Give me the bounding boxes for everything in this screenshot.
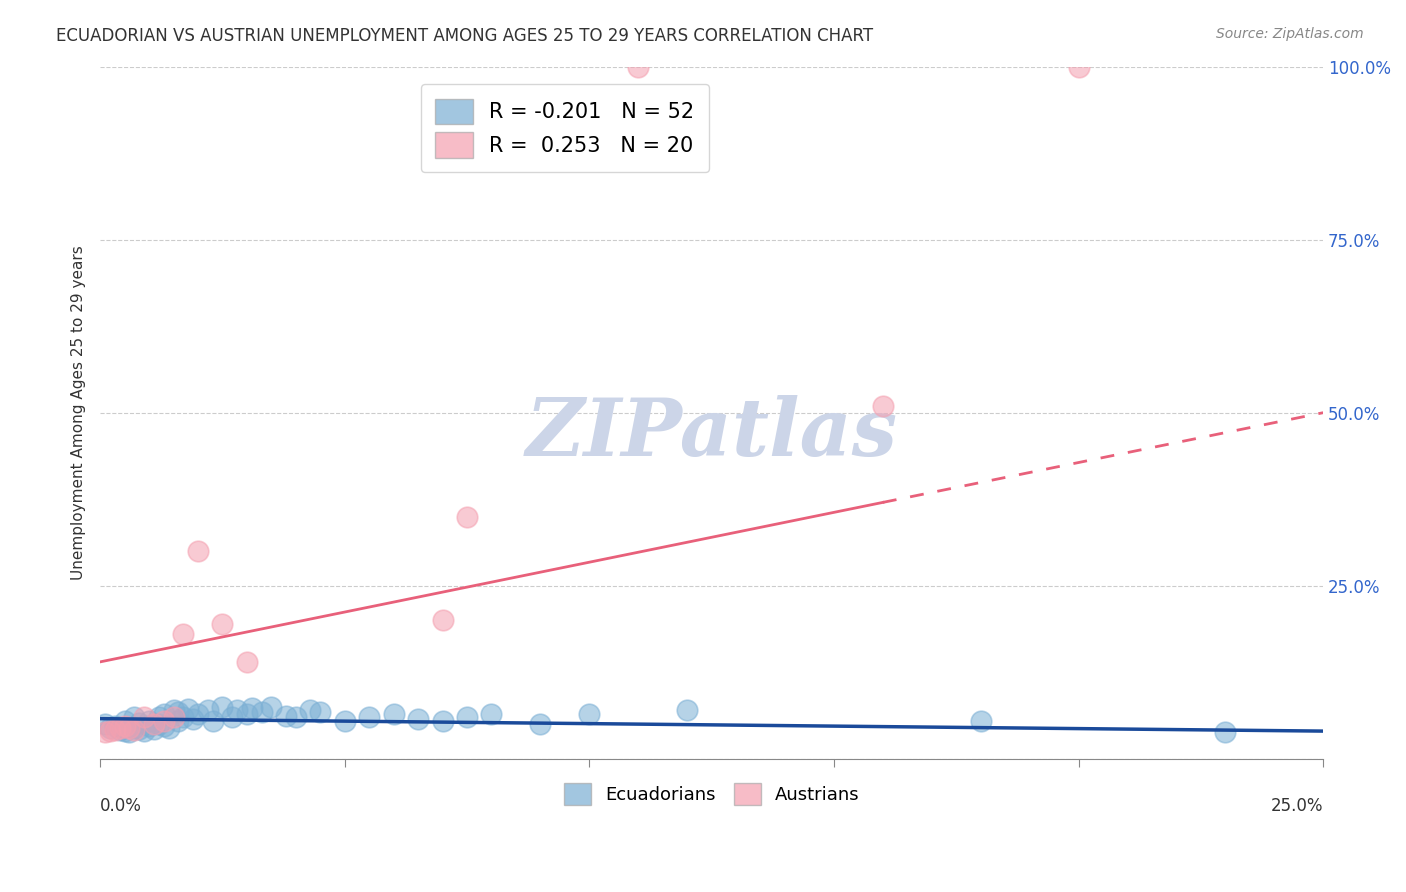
Point bbox=[872, 399, 894, 413]
Text: ZIPatlas: ZIPatlas bbox=[526, 394, 897, 472]
Text: ECUADORIAN VS AUSTRIAN UNEMPLOYMENT AMONG AGES 25 TO 29 YEARS CORRELATION CHART: ECUADORIAN VS AUSTRIAN UNEMPLOYMENT AMON… bbox=[56, 27, 873, 45]
Point bbox=[236, 706, 259, 721]
Point bbox=[148, 710, 170, 724]
Point bbox=[128, 722, 150, 736]
Point bbox=[157, 721, 180, 735]
Point bbox=[152, 714, 174, 728]
Point bbox=[108, 723, 131, 737]
Point bbox=[226, 703, 249, 717]
Point bbox=[134, 710, 156, 724]
Point bbox=[274, 709, 297, 723]
Point bbox=[167, 705, 190, 719]
Point bbox=[114, 724, 136, 739]
Point bbox=[211, 699, 233, 714]
Point bbox=[529, 717, 551, 731]
Point bbox=[260, 699, 283, 714]
Point bbox=[197, 703, 219, 717]
Point bbox=[406, 712, 429, 726]
Point bbox=[456, 509, 478, 524]
Point bbox=[172, 627, 194, 641]
Point bbox=[177, 702, 200, 716]
Point bbox=[181, 712, 204, 726]
Point bbox=[94, 717, 117, 731]
Point bbox=[98, 724, 121, 739]
Point bbox=[124, 723, 146, 737]
Point bbox=[118, 725, 141, 739]
Point bbox=[187, 706, 209, 721]
Point bbox=[299, 703, 322, 717]
Point bbox=[148, 717, 170, 731]
Text: Source: ZipAtlas.com: Source: ZipAtlas.com bbox=[1216, 27, 1364, 41]
Point bbox=[1213, 725, 1236, 739]
Y-axis label: Unemployment Among Ages 25 to 29 years: Unemployment Among Ages 25 to 29 years bbox=[72, 245, 86, 580]
Point bbox=[236, 655, 259, 669]
Point bbox=[359, 710, 381, 724]
Point bbox=[240, 701, 263, 715]
Point bbox=[104, 718, 127, 732]
Point bbox=[114, 718, 136, 732]
Point bbox=[172, 710, 194, 724]
Point bbox=[167, 714, 190, 728]
Point bbox=[108, 721, 131, 735]
Point bbox=[432, 714, 454, 728]
Point bbox=[94, 725, 117, 739]
Point bbox=[134, 724, 156, 739]
Point bbox=[138, 714, 160, 728]
Point bbox=[627, 60, 650, 74]
Legend: Ecuadorians, Austrians: Ecuadorians, Austrians bbox=[557, 775, 868, 812]
Point bbox=[142, 717, 165, 731]
Point bbox=[284, 710, 307, 724]
Point bbox=[309, 705, 332, 719]
Point bbox=[456, 710, 478, 724]
Point bbox=[432, 613, 454, 627]
Point bbox=[481, 706, 503, 721]
Point bbox=[578, 706, 600, 721]
Text: 0.0%: 0.0% bbox=[100, 797, 142, 815]
Point bbox=[98, 721, 121, 735]
Point bbox=[138, 719, 160, 733]
Point bbox=[382, 706, 405, 721]
Point bbox=[333, 714, 356, 728]
Point bbox=[152, 706, 174, 721]
Point bbox=[142, 722, 165, 736]
Point bbox=[221, 710, 243, 724]
Point bbox=[211, 616, 233, 631]
Point bbox=[128, 715, 150, 730]
Point bbox=[118, 721, 141, 735]
Point bbox=[970, 714, 993, 728]
Text: 25.0%: 25.0% bbox=[1271, 797, 1323, 815]
Point bbox=[124, 710, 146, 724]
Point bbox=[1067, 60, 1090, 74]
Point bbox=[104, 723, 127, 737]
Point bbox=[162, 703, 184, 717]
Point bbox=[152, 718, 174, 732]
Point bbox=[114, 714, 136, 728]
Point bbox=[187, 544, 209, 558]
Point bbox=[124, 721, 146, 735]
Point bbox=[250, 705, 273, 719]
Point bbox=[201, 714, 224, 728]
Point bbox=[162, 710, 184, 724]
Point bbox=[676, 703, 699, 717]
